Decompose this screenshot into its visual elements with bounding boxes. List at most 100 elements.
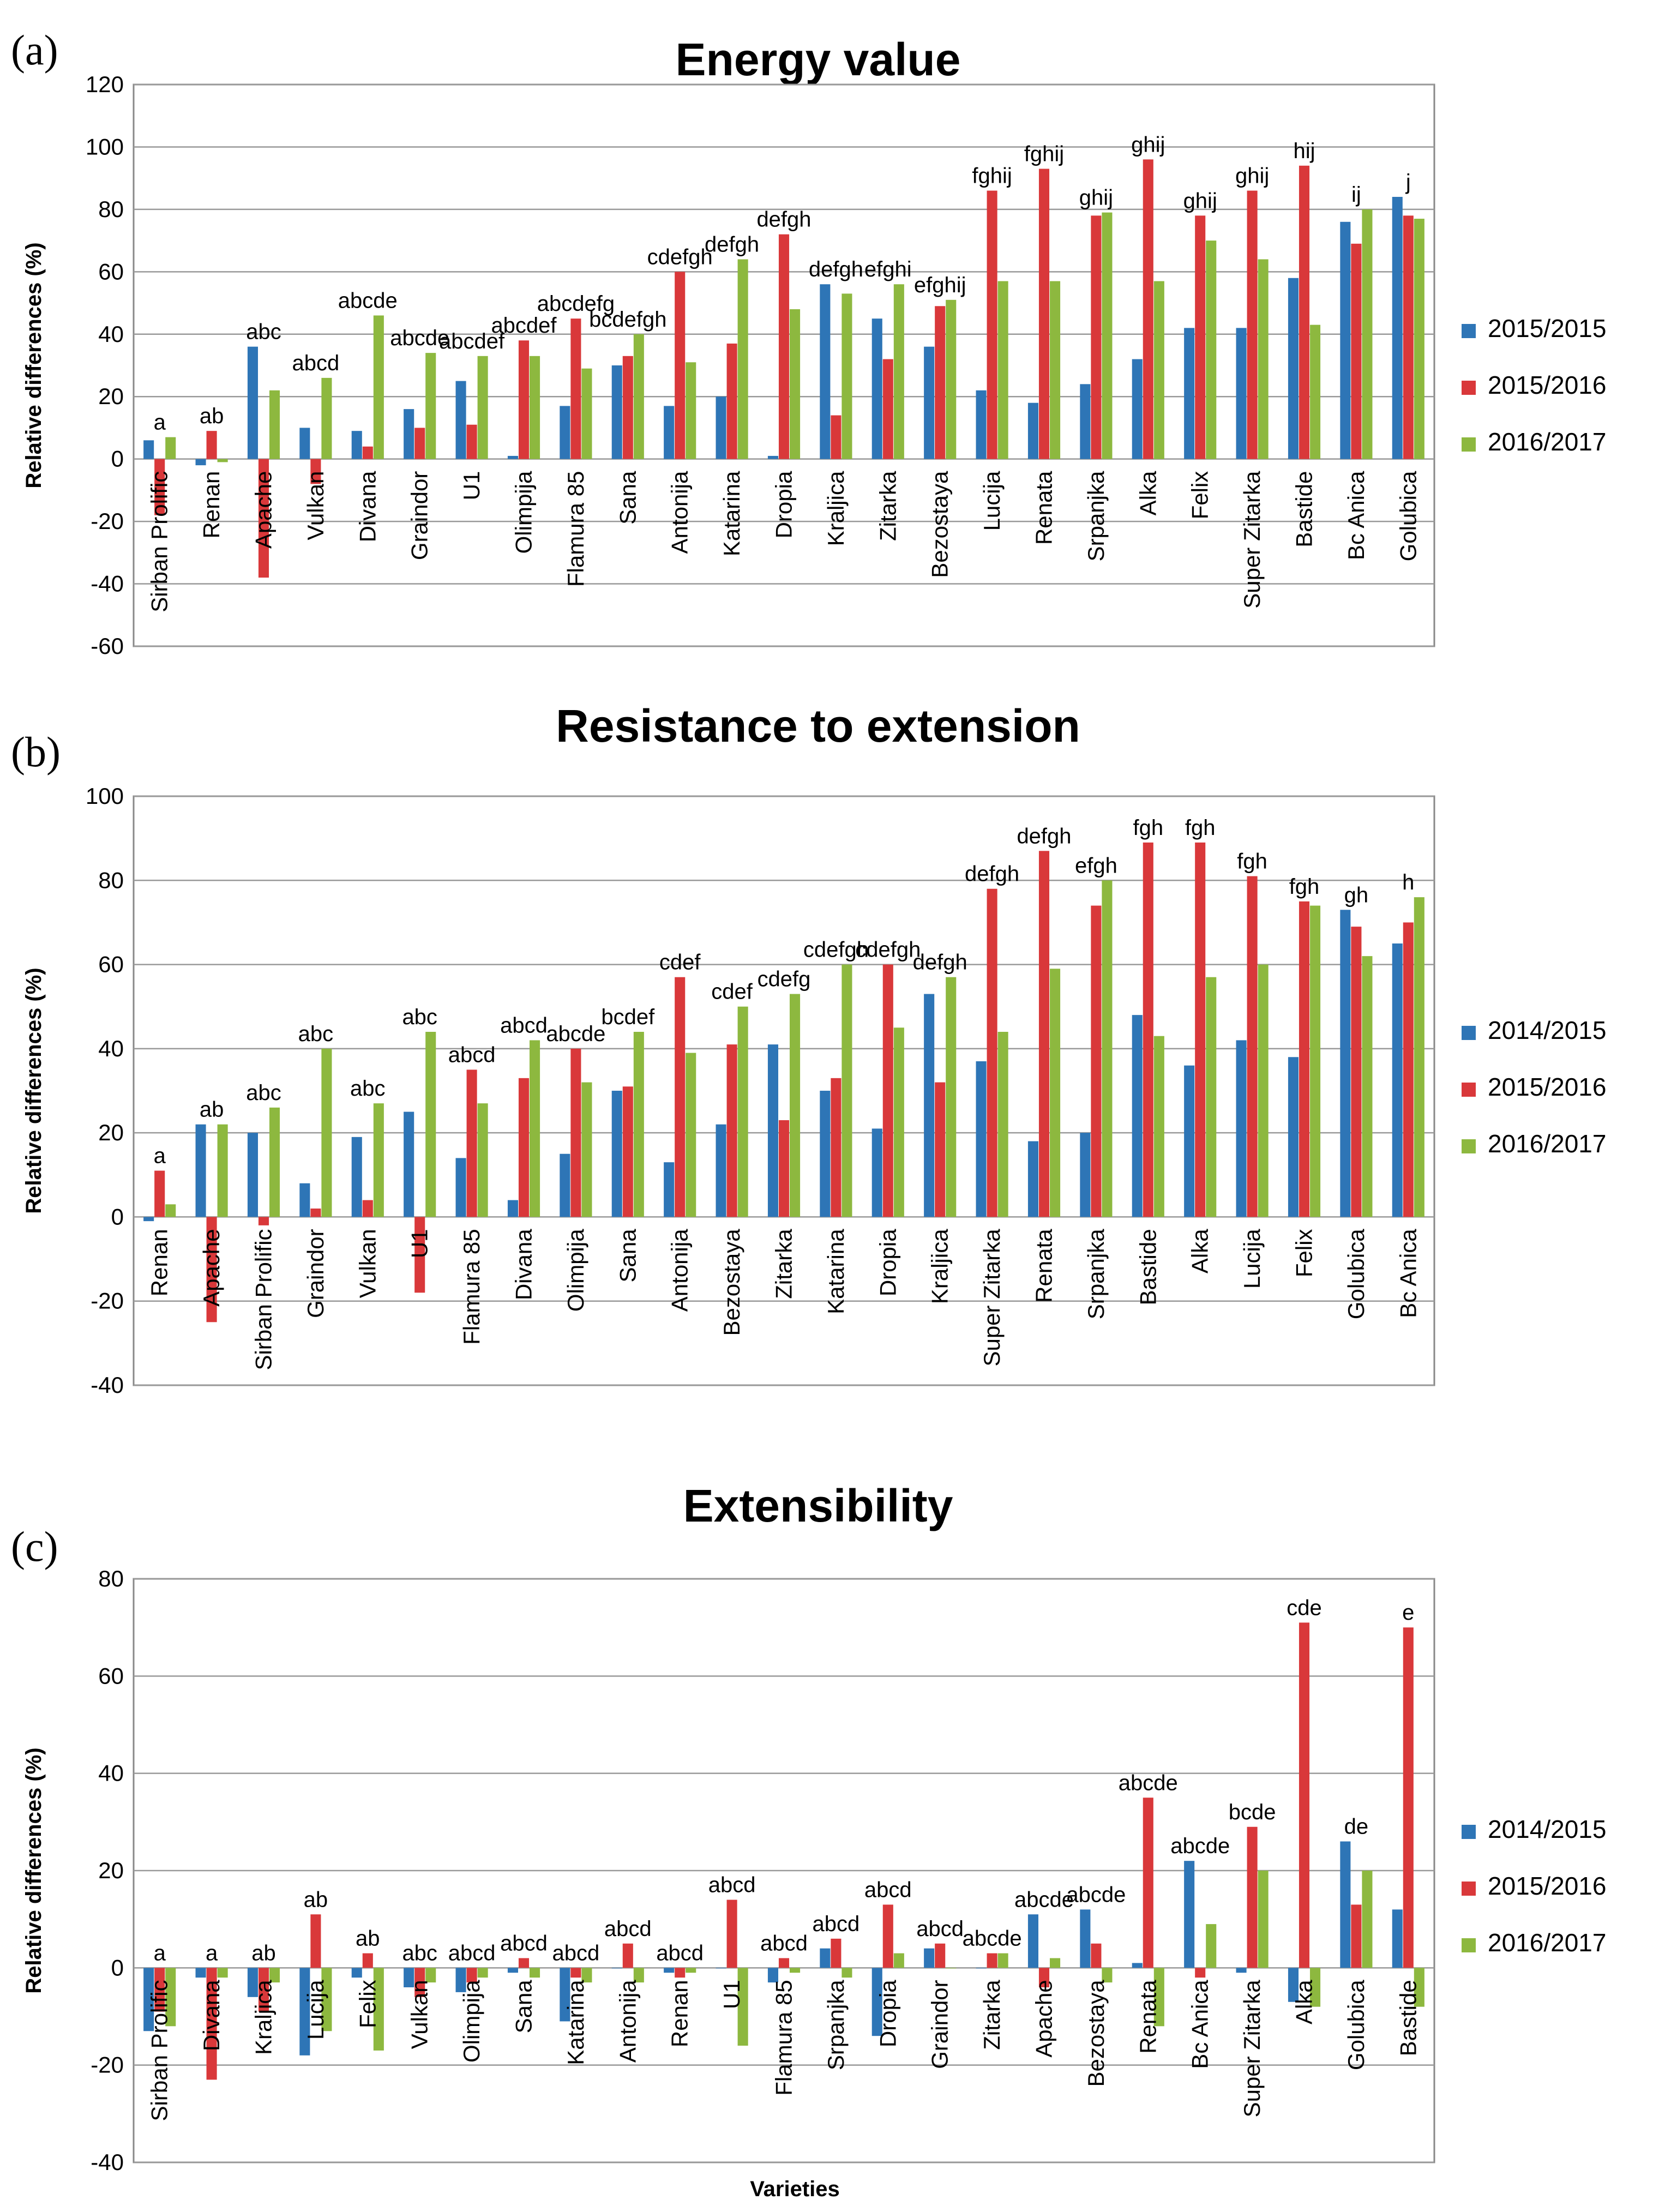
- bar-2015-2016-olimpija: [466, 1968, 477, 1983]
- category-label: Divana: [354, 471, 380, 542]
- significance-label: abcde: [1170, 1834, 1230, 1858]
- y-tick-label: 0: [111, 1204, 124, 1229]
- significance-label: abcde: [963, 1927, 1022, 1951]
- bar-2016-2017-bastide: [1414, 1968, 1424, 2007]
- bar-2016-2017-bc-anica: [1414, 897, 1424, 1217]
- category-label: Flamura 85: [771, 1980, 797, 2095]
- chart-panel-3: (c) Extensibility -40 -20 0 20 40 60 80 Relative …: [11, 1480, 1606, 2201]
- bar-2016-2017-renan: [165, 1204, 176, 1217]
- significance-label: ghij: [1183, 189, 1217, 213]
- bar-2015-2015-bc-anica: [1340, 221, 1351, 459]
- category-label: U1: [407, 1229, 432, 1258]
- bar-2016-2017-sirban-prolific: [165, 437, 176, 459]
- significance-label: a: [154, 1144, 166, 1168]
- bar-2016-2017-flamura-85: [789, 1968, 801, 1973]
- significance-label: bcdefgh: [589, 308, 666, 332]
- bar-2016-2017-golubica: [1362, 1871, 1373, 1968]
- category-label: Renata: [1031, 1229, 1057, 1303]
- significance-label: abcd: [708, 1873, 756, 1897]
- legend-entry: 2015/2016: [1488, 371, 1606, 399]
- significance-label: a: [154, 1941, 166, 1965]
- significance-label: efghi: [864, 257, 912, 281]
- significance-label: abcde: [1014, 1888, 1074, 1912]
- significance-label: abcdef: [491, 314, 557, 338]
- bar-2014-2015-apache: [1027, 1914, 1039, 1968]
- significance-label: cde: [1287, 1596, 1322, 1620]
- bar-2014-2015-golubica: [1340, 910, 1351, 1217]
- bar-2016-2017-bezostaya: [1102, 1968, 1113, 1983]
- category-label: Apache: [1031, 1980, 1057, 2057]
- x-axis-title: Varieties: [750, 2177, 840, 2201]
- category-label: Felix: [1291, 1229, 1317, 1277]
- bar-2015-2015-srpanjka: [1080, 384, 1091, 459]
- category-label: Zitarka: [771, 1229, 797, 1299]
- bar-2016-2017-golubica: [1414, 219, 1424, 459]
- significance-label: j: [1405, 170, 1411, 194]
- bar-2014-2015-graindor: [299, 1183, 310, 1217]
- y-tick-label: 80: [98, 1566, 124, 1591]
- significance-label: fgh: [1185, 816, 1216, 840]
- significance-label: abc: [402, 1941, 437, 1965]
- category-label: Vulkan: [354, 1229, 380, 1298]
- bar-2016-2017-srpanjka: [1102, 212, 1113, 459]
- bar-2016-2017-apache: [1049, 1958, 1061, 1968]
- category-label: Lucija: [1239, 1229, 1265, 1289]
- bar-2015-2016-sana: [622, 356, 633, 459]
- bar-2015-2016-srpanjka: [831, 1938, 841, 1968]
- significance-label: fgh: [1289, 875, 1320, 899]
- bar-2014-2015-renan: [664, 1968, 675, 1973]
- category-label: Lucija: [979, 471, 1005, 531]
- bar-2016-2017-lucija: [1258, 964, 1269, 1217]
- bar-2015-2016-golubica: [1403, 215, 1414, 459]
- bar-2016-2017-apache: [269, 390, 280, 459]
- bar-2016-2017-alka: [1206, 977, 1217, 1217]
- category-label: Renan: [199, 471, 224, 539]
- y-axis-title: Relative differences (%): [22, 967, 46, 1213]
- bar-2016-2017-bc-anica: [1206, 1924, 1217, 1968]
- panel-label: (c): [11, 1523, 58, 1570]
- category-label: Felix: [1187, 471, 1213, 520]
- category-label: Golubica: [1395, 471, 1421, 561]
- bar-2015-2016-apache: [1038, 1968, 1050, 1987]
- bar-2015-2016-renan: [154, 1170, 165, 1217]
- category-label: U1: [719, 1980, 744, 2009]
- category-label: Vulkan: [303, 471, 328, 540]
- bar-2015-2016-super-zitarka: [1247, 190, 1258, 459]
- chart-title: Extensibility: [683, 1480, 953, 1531]
- bar-2016-2017-divana: [217, 1968, 228, 1978]
- bar-2014-2015-alka: [1184, 1065, 1195, 1217]
- bar-2016-2017-dropia: [789, 309, 801, 459]
- bar-2014-2015-felix: [351, 1968, 362, 1978]
- bar-2016-2017-apache: [217, 1124, 228, 1217]
- bar-2015-2016-felix: [362, 1953, 373, 1968]
- bar-2014-2015-flamura-85: [455, 1158, 466, 1217]
- bar-2015-2016-sana: [518, 1958, 530, 1968]
- significance-label: ab: [251, 1941, 276, 1965]
- category-label: Renata: [1135, 1980, 1161, 2054]
- category-label: Bc Anica: [1343, 471, 1369, 560]
- bar-2016-2017-bastide: [1153, 1036, 1164, 1217]
- category-label: Golubica: [1343, 1229, 1369, 1319]
- bar-2014-2015-super-zitarka: [976, 1061, 987, 1217]
- bar-2014-2015-bezostaya: [716, 1124, 726, 1217]
- significance-label: abc: [298, 1022, 334, 1046]
- bar-2015-2016-srpanjka: [1091, 905, 1102, 1217]
- bar-2015-2015-vulkan: [299, 428, 310, 459]
- bar-2015-2016-katarina: [570, 1968, 581, 1978]
- bar-2015-2015-apache: [247, 346, 259, 459]
- category-label: Divana: [511, 1229, 537, 1300]
- bar-2015-2015-graindor: [404, 409, 414, 459]
- bar-2015-2016-bezostaya: [1091, 1943, 1102, 1968]
- y-tick-label: -20: [91, 1288, 124, 1314]
- category-label: Kraljica: [927, 1229, 953, 1304]
- significance-label: cdefgh: [803, 938, 869, 962]
- significance-label: abcd: [813, 1912, 860, 1936]
- significance-label: abcde: [1119, 1771, 1178, 1795]
- legend-entry: 2016/2017: [1488, 428, 1606, 456]
- bar-2016-2017-bezostaya: [737, 1006, 748, 1217]
- bar-2015-2016-sirban-prolific: [154, 459, 165, 515]
- category-label: Zitarka: [875, 471, 900, 541]
- legend-swatch: [1462, 1026, 1476, 1040]
- bar-2016-2017-zitarka: [789, 994, 801, 1217]
- bar-2014-2015-golubica: [1340, 1841, 1351, 1968]
